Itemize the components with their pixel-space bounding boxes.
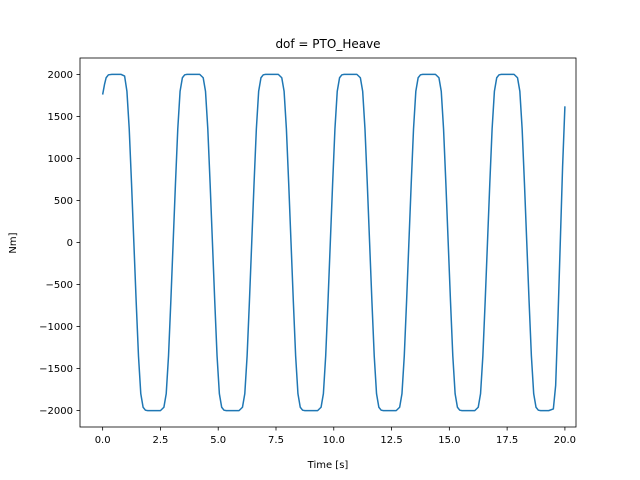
x-tick-label: 0.0 xyxy=(95,435,111,446)
series-line xyxy=(101,73,566,412)
x-tick-label: 10.0 xyxy=(323,435,345,446)
y-tick-label: 0 xyxy=(67,238,73,249)
chart-title: dof = PTO_Heave xyxy=(275,37,380,51)
y-axis-label: Nm] xyxy=(8,232,19,253)
y-tick-label: −1000 xyxy=(39,322,73,333)
y-axis: −2000 −1500 −1000 −500 0 500 1000 1500 2000 xyxy=(39,70,80,417)
x-axis-label: Time [s] xyxy=(307,460,349,471)
x-tick-label: 17.5 xyxy=(496,435,518,446)
y-tick-label: −500 xyxy=(46,280,73,291)
y-tick-label: 500 xyxy=(54,196,73,207)
x-tick-label: 12.5 xyxy=(380,435,402,446)
x-tick-label: 7.5 xyxy=(268,435,284,446)
x-axis: 0.0 2.5 5.0 7.5 10.0 12.5 15.0 17.5 20.0 xyxy=(95,427,576,446)
y-tick-label: −1500 xyxy=(39,364,73,375)
x-tick-label: 5.0 xyxy=(210,435,226,446)
y-tick-label: 1000 xyxy=(48,154,73,165)
x-tick-label: 15.0 xyxy=(438,435,460,446)
x-tick-label: 2.5 xyxy=(152,435,168,446)
y-tick-label: −2000 xyxy=(39,406,73,417)
y-tick-label: 2000 xyxy=(48,70,73,81)
x-tick-label: 20.0 xyxy=(554,435,576,446)
y-tick-label: 1500 xyxy=(48,112,73,123)
